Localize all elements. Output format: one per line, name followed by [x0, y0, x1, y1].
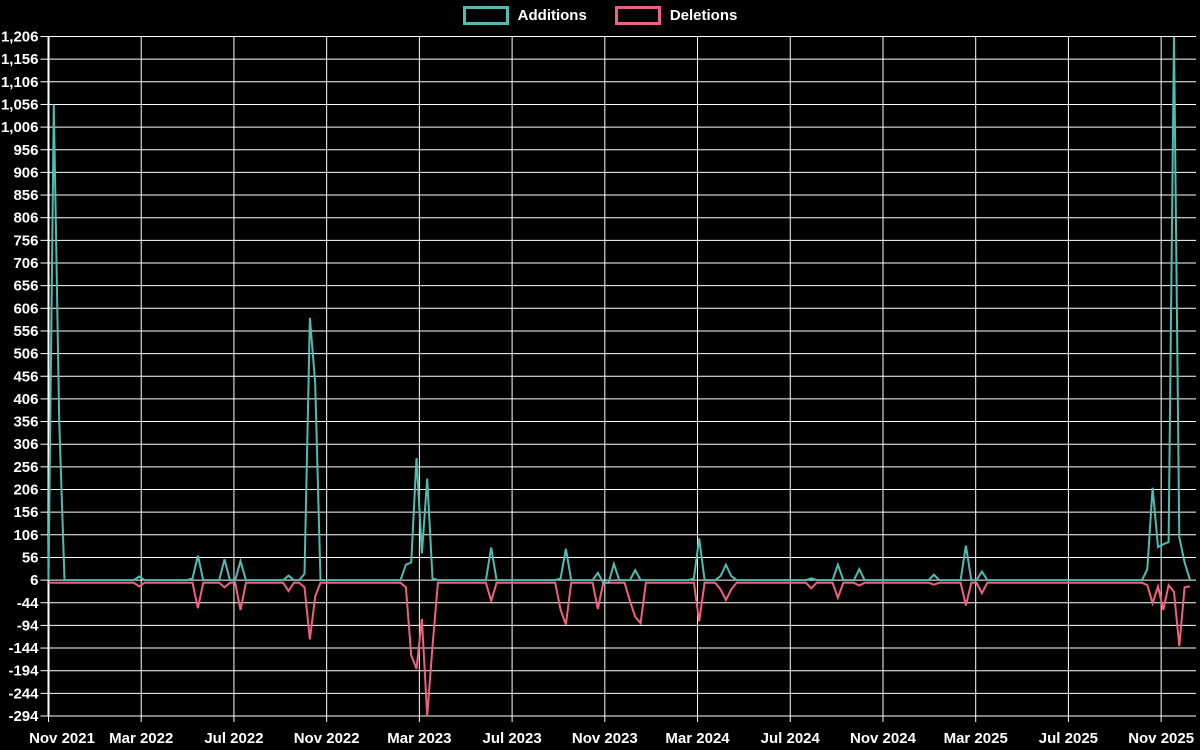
tick-label: Nov 2022 — [294, 730, 360, 747]
tick-label: 56 — [22, 549, 39, 566]
deletions-line — [48, 581, 1191, 717]
tick-label: Jul 2022 — [204, 730, 263, 747]
tick-label: Jul 2023 — [482, 730, 541, 747]
tick-label: 1,056 — [1, 96, 39, 113]
tick-label: Jul 2025 — [1039, 730, 1098, 747]
tick-label: 956 — [13, 142, 38, 159]
tick-label: 806 — [13, 210, 38, 227]
tick-label: 1,156 — [1, 51, 39, 68]
tick-label: 1,106 — [1, 74, 39, 91]
x-tick-labels: Nov 2021 Mar 2022 Jul 2022 Nov 2022 Mar 2023… — [29, 730, 1194, 747]
tick-label: 456 — [13, 368, 38, 385]
tick-label: -294 — [8, 708, 39, 725]
tick-label: Nov 2023 — [572, 730, 638, 747]
tick-label: Mar 2022 — [109, 730, 173, 747]
tick-label: -44 — [17, 595, 39, 612]
tick-label: -144 — [8, 640, 39, 657]
tick-label: 506 — [13, 346, 38, 363]
tick-label: -94 — [17, 617, 39, 634]
tick-label: 306 — [13, 436, 38, 453]
tick-label: Nov 2021 — [29, 730, 95, 747]
deletions-swatch-icon — [614, 6, 661, 25]
tick-label: 556 — [13, 323, 38, 340]
tick-label: 406 — [13, 391, 38, 408]
additions-swatch-icon — [462, 6, 509, 25]
tick-label: 906 — [13, 164, 38, 181]
tick-label: Nov 2024 — [850, 730, 917, 747]
tick-label: 156 — [13, 504, 38, 521]
tick-label: 1,206 — [1, 29, 39, 46]
tick-label: -244 — [8, 685, 39, 702]
tick-label: 606 — [13, 300, 38, 317]
tick-label: 706 — [13, 255, 38, 272]
tick-label: Nov 2025 — [1128, 730, 1194, 747]
legend-label-deletions: Deletions — [669, 7, 738, 24]
legend-item-additions[interactable]: Additions — [462, 6, 587, 25]
legend-item-deletions[interactable]: Deletions — [614, 6, 738, 25]
y-tick-labels: -294-244-194-144-94-44656106156206256306… — [1, 29, 39, 726]
tick-label: Mar 2023 — [387, 730, 451, 747]
tick-label: 1,006 — [1, 119, 39, 136]
tick-label: Jul 2024 — [761, 730, 821, 747]
tick-label: 106 — [13, 527, 38, 544]
legend-label-additions: Additions — [517, 7, 587, 24]
tick-label: 6 — [30, 572, 38, 589]
chart-legend: Additions Deletions — [0, 6, 1200, 25]
tick-label: 356 — [13, 414, 38, 431]
y-gridlines — [40, 36, 1196, 717]
tick-label: 206 — [13, 482, 38, 499]
x-gridlines — [47, 36, 1162, 722]
tick-label: Mar 2024 — [665, 730, 730, 747]
tick-label: Mar 2025 — [944, 730, 1008, 747]
tick-label: 756 — [13, 232, 38, 249]
tick-label: 256 — [13, 459, 38, 476]
tick-label: 656 — [13, 278, 38, 295]
tick-label: -194 — [8, 663, 39, 680]
additions-line — [47, 36, 1191, 584]
tick-label: 856 — [13, 187, 38, 204]
